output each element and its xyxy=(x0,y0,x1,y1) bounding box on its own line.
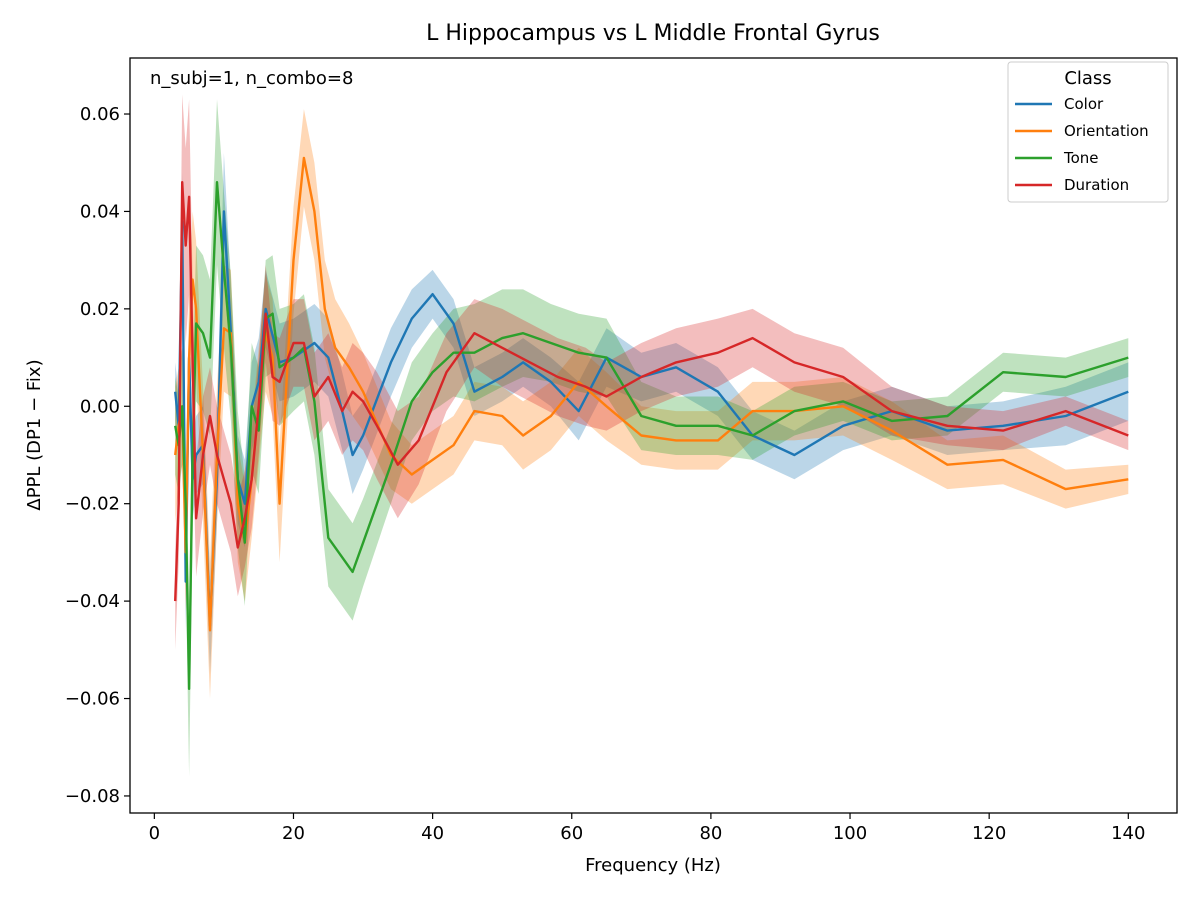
x-tick-label: 100 xyxy=(833,823,867,844)
x-tick-label: 40 xyxy=(421,823,444,844)
band-color xyxy=(175,153,1129,675)
legend-title: Class xyxy=(1064,68,1111,89)
legend-label-orientation: Orientation xyxy=(1064,122,1149,140)
x-axis-ticks: 0 20 40 60 80 100 120 140 xyxy=(149,813,1145,844)
legend-label-color: Color xyxy=(1064,95,1104,113)
y-tick-label: −0.06 xyxy=(65,689,120,710)
series-lines xyxy=(174,156,1129,690)
y-tick-label: 0.04 xyxy=(80,201,120,222)
legend-box xyxy=(1007,61,1169,203)
y-tick-label: 0.00 xyxy=(80,396,120,417)
y-axis-label: ΔPPL (DP1 − Fix) xyxy=(24,359,45,510)
line-orientation xyxy=(174,156,1129,632)
axes-frame xyxy=(129,57,1178,814)
line-tone xyxy=(174,180,1129,690)
y-tick-label: 0.02 xyxy=(80,299,120,320)
y-tick-label: −0.02 xyxy=(65,494,120,515)
line-duration xyxy=(174,180,1129,602)
chart-title: L Hippocampus vs L Middle Frontal Gyrus xyxy=(426,21,880,46)
y-tick-label: −0.08 xyxy=(65,786,120,807)
legend-label-tone: Tone xyxy=(1063,149,1099,167)
legend: Class Color Orientation Tone Duration xyxy=(1007,61,1169,203)
y-axis-ticks: −0.08 −0.06 −0.04 −0.02 0.00 0.02 0.04 0.06 xyxy=(65,104,130,807)
legend-label-duration: Duration xyxy=(1064,176,1129,194)
y-tick-label: 0.06 xyxy=(80,104,120,125)
x-tick-label: 60 xyxy=(560,823,583,844)
x-tick-label: 120 xyxy=(972,823,1006,844)
x-tick-label: 140 xyxy=(1111,823,1145,844)
x-tick-label: 0 xyxy=(149,823,160,844)
x-axis-label: Frequency (Hz) xyxy=(585,855,721,876)
stats-annotation: n_subj=1, n_combo=8 xyxy=(150,68,353,89)
y-tick-label: −0.04 xyxy=(65,591,120,612)
x-tick-label: 20 xyxy=(282,823,305,844)
x-tick-label: 80 xyxy=(699,823,722,844)
